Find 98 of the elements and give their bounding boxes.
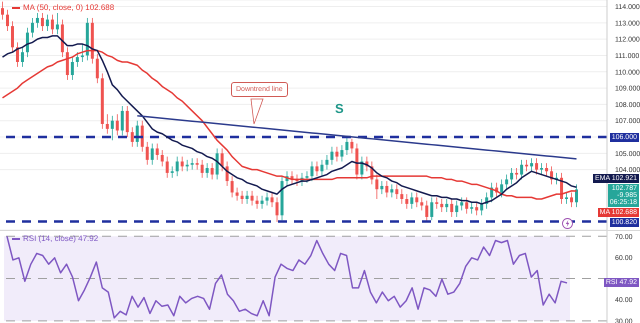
- candlestick: [146, 142, 149, 166]
- candlestick: [440, 198, 444, 212]
- candlestick: [380, 180, 384, 195]
- candlestick: [505, 174, 508, 190]
- candlestick: [276, 196, 279, 222]
- candlestick: [325, 154, 328, 170]
- candlestick: [70, 56, 74, 80]
- candlestick: [200, 159, 204, 178]
- candlestick: [96, 53, 99, 84]
- candlestick: [310, 161, 314, 182]
- candlestick: [305, 170, 308, 184]
- candlestick: [210, 162, 214, 180]
- candlestick: [256, 195, 259, 210]
- candlestick: [236, 187, 239, 202]
- candlestick: [350, 138, 354, 154]
- candlestick: [176, 156, 179, 177]
- candlestick: [320, 159, 324, 177]
- candlestick: [335, 146, 338, 162]
- candlestick: [206, 162, 209, 178]
- annotation: S: [335, 101, 344, 116]
- candlestick: [46, 14, 49, 32]
- candlestick: [26, 27, 29, 58]
- candlestick: [190, 158, 194, 170]
- candlestick: [545, 162, 548, 177]
- candlestick: [510, 168, 514, 185]
- candlestick: [445, 198, 448, 212]
- candlestick: [36, 12, 39, 28]
- candlestick: [340, 144, 344, 162]
- candlestick: [106, 114, 109, 134]
- candlestick: [186, 159, 189, 172]
- candlestick: [266, 192, 269, 206]
- candlestick: [56, 12, 59, 35]
- candlestick: [76, 52, 79, 68]
- candlestick: [140, 120, 144, 152]
- candlestick: [460, 196, 464, 211]
- candlestick: [130, 126, 134, 148]
- candlestick: [66, 46, 69, 80]
- candlestick: [475, 202, 478, 216]
- candlestick: [540, 162, 544, 175]
- candlestick: [230, 176, 234, 198]
- candlestick: [1, 1, 4, 20]
- candlestick: [110, 115, 114, 141]
- candlestick: [166, 156, 169, 178]
- candlestick: [420, 196, 424, 211]
- candlestick: [170, 166, 174, 178]
- candlestick: [470, 202, 474, 214]
- candlestick: [150, 143, 154, 166]
- candlestick: [465, 196, 468, 214]
- candlestick: [6, 9, 9, 32]
- candlestick: [480, 198, 484, 216]
- candlestick: [315, 161, 318, 177]
- candlestick: [425, 200, 428, 222]
- candlestick: [80, 44, 84, 62]
- candlestick: [260, 195, 264, 210]
- line-series: [136, 115, 578, 160]
- candlestick: [375, 174, 378, 200]
- candlestick: [415, 192, 418, 208]
- candlestick: [395, 184, 398, 200]
- candlestick: [430, 196, 434, 221]
- candlestick: [520, 159, 524, 180]
- candlestick: [435, 196, 438, 210]
- candlestick: [160, 150, 164, 167]
- candlestick: [196, 158, 199, 170]
- candlestick: [126, 106, 129, 138]
- candlestick: [565, 192, 568, 204]
- candlestick: [575, 184, 578, 208]
- candlestick: [385, 180, 388, 198]
- candlestick: [270, 192, 274, 208]
- legend-label: MA (50, close, 0) 102.688: [22, 3, 114, 12]
- candlestick: [535, 158, 538, 175]
- candlestick: [10, 20, 14, 53]
- candlestick: [240, 190, 244, 204]
- candlestick: [156, 143, 159, 160]
- candlestick: [50, 14, 54, 35]
- candlestick: [570, 192, 574, 208]
- candlestick: [330, 146, 334, 166]
- candlestick: [410, 192, 414, 210]
- candlestick: [455, 200, 458, 218]
- candlestick: [40, 12, 44, 32]
- candlestick: [405, 194, 408, 210]
- candlestick: [120, 106, 124, 136]
- candlestick: [20, 46, 24, 68]
- candlestick: [216, 148, 219, 180]
- candlestick: [400, 188, 404, 204]
- candlestick: [345, 136, 348, 156]
- candlestick: [450, 198, 454, 218]
- candlestick: [30, 18, 34, 38]
- candlestick: [515, 168, 518, 180]
- candlestick: [500, 179, 504, 198]
- candlestick: [530, 158, 534, 172]
- candlestick: [390, 184, 394, 198]
- candlestick: [246, 190, 249, 204]
- candlestick: [220, 148, 224, 172]
- candlestick: [250, 190, 254, 206]
- candlestick: [180, 156, 184, 172]
- candlestick: [525, 159, 528, 172]
- legend-label: RSI (14, close) 47.92: [22, 234, 98, 243]
- candlestick: [116, 114, 119, 136]
